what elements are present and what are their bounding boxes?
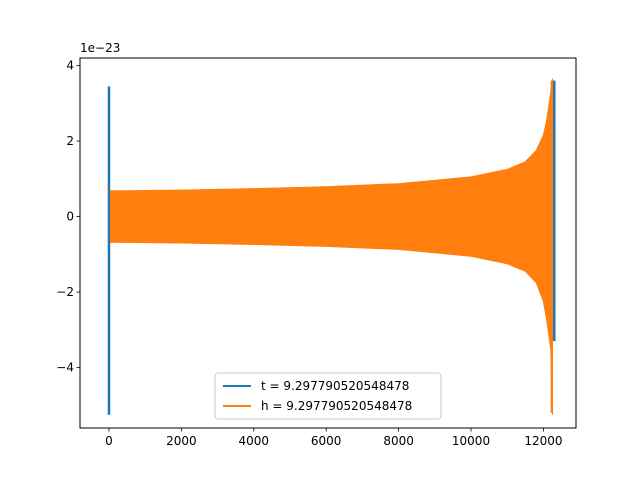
x-tick-label: 10000 [452,434,490,448]
x-tick-label: 6000 [311,434,342,448]
x-axis: 0 2000 4000 6000 8000 10000 12000 [105,428,563,448]
series-h-envelope [108,78,553,415]
x-tick-label: 8000 [383,434,414,448]
axes-frame [79,57,577,429]
plot-clipped-group [107,78,556,415]
plot-area [107,78,556,415]
legend-box [214,372,442,420]
x-tick-label: 4000 [239,434,270,448]
y-tick-label: 0 [66,210,74,224]
y-tick-label: 2 [66,134,74,148]
legend: t = 9.297790520548478 h = 9.2977905205484… [214,372,442,420]
y-tick-label: 4 [66,59,74,73]
x-tick-label: 12000 [524,434,562,448]
x-tick-label: 2000 [166,434,197,448]
x-tick-label: 0 [105,434,113,448]
legend-label: t = 9.297790520548478 [261,379,409,393]
y-tick-label: −4 [56,361,74,375]
y-offset-label: 1e−23 [80,41,120,55]
legend-label: h = 9.297790520548478 [261,399,412,413]
y-tick-label: −2 [56,285,74,299]
y-axis: −4 −2 0 2 4 [56,59,80,375]
